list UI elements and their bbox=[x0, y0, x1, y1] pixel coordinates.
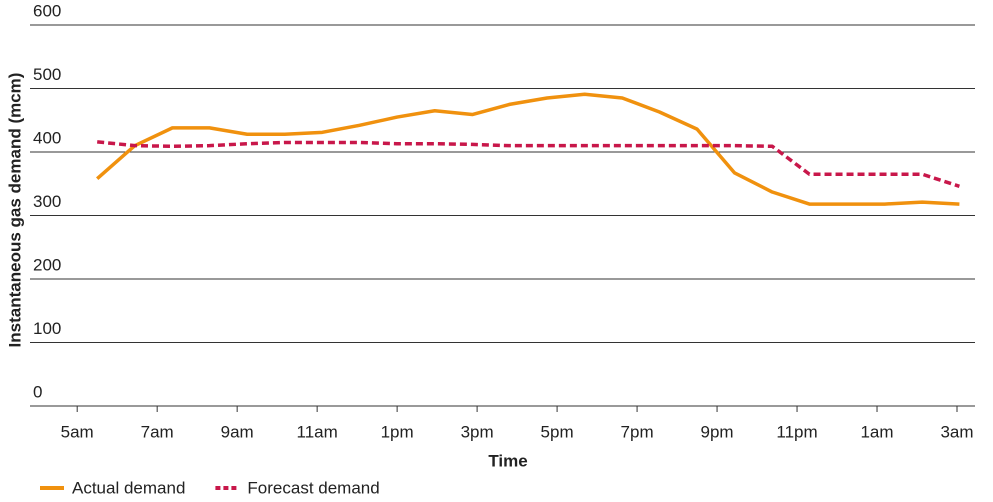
y-axis-label: Instantaneous gas demand (mcm) bbox=[5, 73, 24, 348]
x-tick-label: 3am bbox=[940, 422, 973, 441]
x-axis-label: Time bbox=[488, 451, 527, 470]
y-tick-label: 100 bbox=[33, 319, 61, 338]
y-tick-label: 600 bbox=[33, 1, 61, 20]
x-tick-label: 1pm bbox=[381, 422, 414, 441]
y-tick-label: 0 bbox=[33, 382, 42, 401]
x-tick-label: 1am bbox=[860, 422, 893, 441]
legend-label: Forecast demand bbox=[247, 478, 379, 497]
x-tick-label: 3pm bbox=[461, 422, 494, 441]
series-line bbox=[97, 140, 960, 188]
x-tick-label: 11pm bbox=[776, 422, 817, 441]
y-tick-label: 400 bbox=[33, 128, 61, 147]
x-tick-label: 7am bbox=[141, 422, 174, 441]
legend-label: Actual demand bbox=[72, 478, 185, 497]
series-line bbox=[96, 92, 960, 206]
x-tick-label: 9pm bbox=[701, 422, 734, 441]
y-tick-label: 300 bbox=[33, 192, 61, 211]
x-tick-label: 7pm bbox=[621, 422, 654, 441]
y-tick-label: 200 bbox=[33, 255, 61, 274]
x-tick-label: 5am bbox=[61, 422, 94, 441]
x-tick-label: 11am bbox=[297, 422, 338, 441]
x-tick-label: 5pm bbox=[541, 422, 574, 441]
y-tick-label: 500 bbox=[33, 65, 61, 84]
x-tick-label: 9am bbox=[221, 422, 254, 441]
